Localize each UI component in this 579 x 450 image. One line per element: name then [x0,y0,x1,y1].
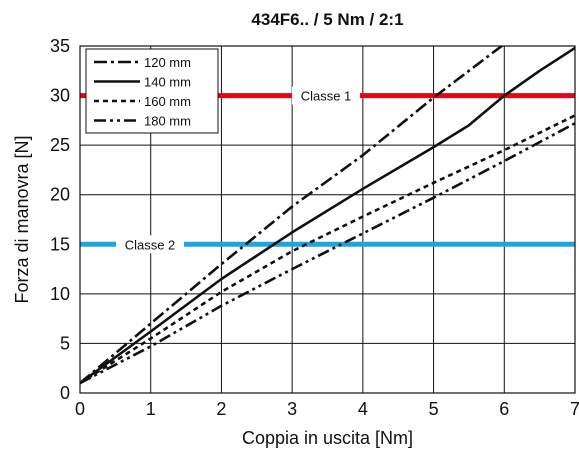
x-tick-label: 3 [287,399,297,419]
y-tick-label: 0 [60,383,70,403]
y-axis-label: Forza di manovra [N] [12,135,32,303]
x-tick-label: 1 [146,399,156,419]
legend-label-2: 140 mm [144,75,191,90]
series-line-1 [80,46,504,385]
tick-labels: 0 1 2 3 4 5 6 7 0 5 10 15 20 25 30 35 [50,36,579,419]
x-tick-label: 4 [358,399,368,419]
series-line-3 [80,114,575,385]
y-tick-label: 30 [50,86,70,106]
x-tick-label: 7 [570,399,579,419]
reference-label-box [116,235,184,254]
y-tick-label: 20 [50,185,70,205]
y-tick-label: 10 [50,284,70,304]
legend-label-1: 120 mm [144,55,191,70]
series-lines [80,46,575,385]
x-tick-label: 2 [216,399,226,419]
reference-label-2: Classe 2 [125,237,176,252]
x-tick-label: 5 [429,399,439,419]
y-tick-label: 15 [50,234,70,254]
legend-label-4: 180 mm [144,114,191,129]
legend-box [85,48,219,134]
plot-frame [79,45,576,394]
reference-label-1: Classe 1 [301,89,352,104]
x-axis-label: Coppia in uscita [Nm] [242,428,413,448]
y-tick-label: 25 [50,135,70,155]
y-tick-label: 5 [60,333,70,353]
legend-label-3: 160 mm [144,94,191,109]
legend: 120 mm 140 mm 160 mm 180 mm [85,48,219,134]
series-line-4 [80,122,575,385]
x-tick-label: 6 [499,399,509,419]
series-line-2 [80,46,575,385]
y-tick-label: 35 [50,36,70,56]
x-tick-label: 0 [75,399,85,419]
chart-title: 434F6.. / 5 Nm / 2:1 [251,10,404,29]
reference-label-box [292,86,360,105]
